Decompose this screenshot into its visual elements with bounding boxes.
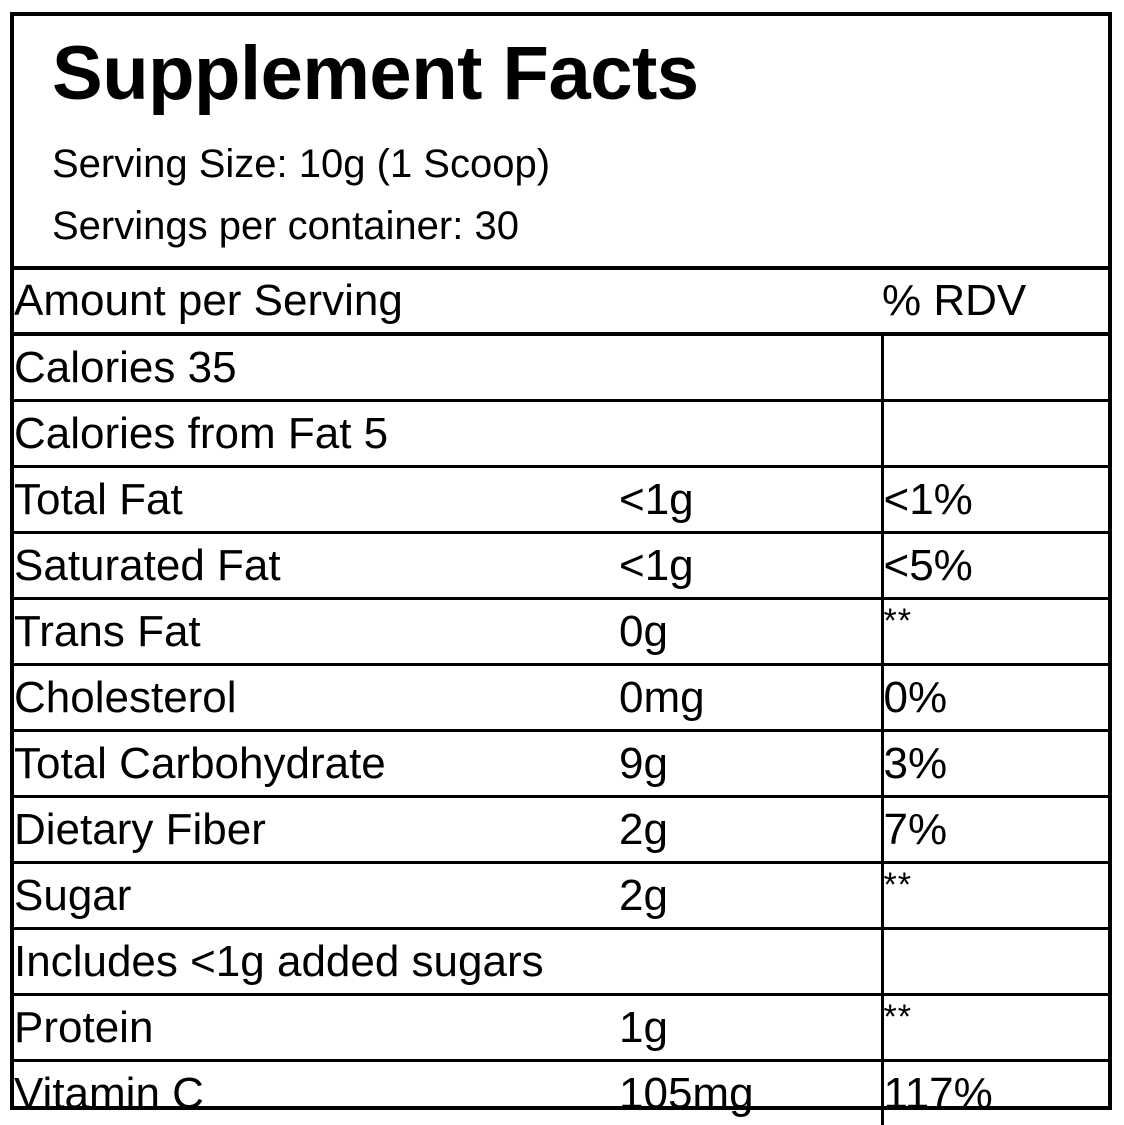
nutrient-name: Vitamin C	[14, 1061, 619, 1125]
nutrient-rdv	[882, 929, 1108, 995]
nutrient-name: Sugar	[14, 863, 619, 929]
table-row: Total Fat<1g<1%	[14, 467, 1108, 533]
nutrient-amount: 2g	[619, 797, 882, 863]
nutrient-rdv: <5%	[882, 533, 1108, 599]
nutrient-name: Total Fat	[14, 467, 619, 533]
table-row: Calories from Fat 5	[14, 401, 1108, 467]
nutrient-amount: 1g	[619, 995, 882, 1061]
nutrient-amount: 2g	[619, 863, 882, 929]
nutrient-amount	[619, 929, 882, 995]
nutrient-rdv: 7%	[882, 797, 1108, 863]
nutrient-rdv	[882, 401, 1108, 467]
nutrient-amount	[619, 401, 882, 467]
nutrient-amount	[619, 334, 882, 401]
nutrient-rdv: <1%	[882, 467, 1108, 533]
nutrient-name: Trans Fat	[14, 599, 619, 665]
servings-per-container-text: Servings per container: 30	[14, 184, 1108, 266]
nutrient-rdv: 3%	[882, 731, 1108, 797]
page-title: Supplement Facts	[14, 16, 1108, 118]
nutrient-name: Total Carbohydrate	[14, 731, 619, 797]
nutrient-name: Includes <1g added sugars	[14, 929, 619, 995]
nutrient-rdv	[882, 334, 1108, 401]
nutrient-rdv: 0%	[882, 665, 1108, 731]
footnote-marker: **	[884, 1000, 912, 1034]
column-header-rdv: % RDV	[882, 270, 1108, 334]
nutrient-amount: 9g	[619, 731, 882, 797]
nutrient-amount: 105mg	[619, 1061, 882, 1125]
nutrient-rdv: **	[882, 995, 1108, 1061]
nutrient-rdv: **	[882, 863, 1108, 929]
column-header-amount-per-serving: Amount per Serving	[14, 270, 882, 334]
nutrient-amount: 0mg	[619, 665, 882, 731]
nutrient-rdv: **	[882, 599, 1108, 665]
nutrient-name: Protein	[14, 995, 619, 1061]
table-row: Saturated Fat<1g<5%	[14, 533, 1108, 599]
nutrient-amount: <1g	[619, 533, 882, 599]
footnote-marker: **	[884, 868, 912, 902]
nutrient-rdv: 117%	[882, 1061, 1108, 1125]
nutrient-amount: 0g	[619, 599, 882, 665]
nutrient-name: Cholesterol	[14, 665, 619, 731]
nutrient-amount: <1g	[619, 467, 882, 533]
nutrient-name: Dietary Fiber	[14, 797, 619, 863]
table-row: Includes <1g added sugars	[14, 929, 1108, 995]
nutrient-name: Calories 35	[14, 334, 619, 401]
serving-size-text: Serving Size: 10g (1 Scoop)	[14, 118, 1108, 184]
supplement-facts-panel: Supplement Facts Serving Size: 10g (1 Sc…	[10, 12, 1112, 1110]
table-header-row: Amount per Serving % RDV	[14, 270, 1108, 334]
serving-info-block: Supplement Facts Serving Size: 10g (1 Sc…	[14, 16, 1108, 270]
nutrient-name: Calories from Fat 5	[14, 401, 619, 467]
nutrient-name: Saturated Fat	[14, 533, 619, 599]
table-row: Calories 35	[14, 334, 1108, 401]
footnote-marker: **	[884, 604, 912, 638]
